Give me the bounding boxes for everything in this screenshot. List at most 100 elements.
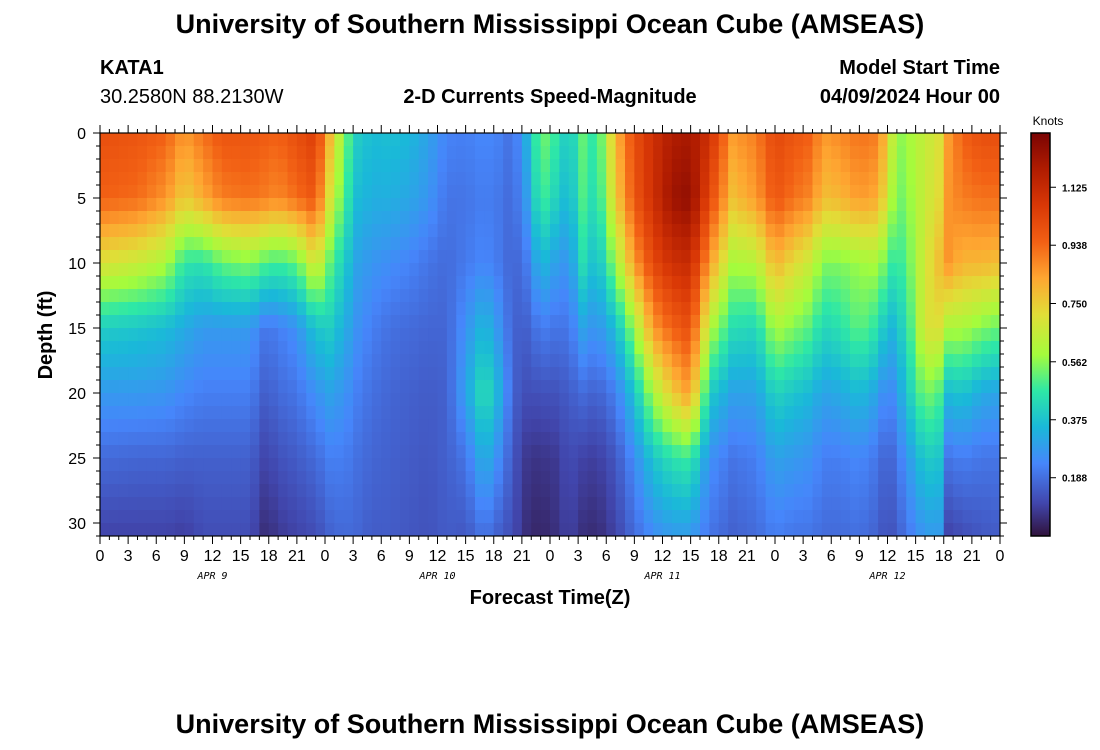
heatmap-cell [868, 315, 879, 329]
heatmap-cell [146, 289, 157, 303]
heatmap-cell [156, 497, 167, 511]
heatmap-cell [137, 380, 148, 394]
heatmap-cell [278, 354, 289, 368]
heatmap-cell [212, 354, 223, 368]
heatmap-cell [775, 172, 785, 186]
heatmap-cell [615, 289, 626, 303]
heatmap-cell [371, 419, 382, 433]
heatmap-cell [193, 484, 204, 498]
heatmap-cell [718, 302, 729, 316]
heatmap-cell [840, 328, 851, 342]
heatmap-cell [137, 159, 148, 173]
heatmap-cell [793, 211, 804, 225]
heatmap-cell [568, 471, 579, 485]
heatmap-cell [503, 133, 514, 147]
heatmap-cell [250, 146, 260, 160]
heatmap-cell [821, 419, 832, 433]
heatmap-cell [934, 458, 945, 472]
heatmap-cell [653, 237, 664, 251]
heatmap-cell [109, 211, 120, 225]
heatmap-cell [446, 315, 457, 329]
heatmap-cell [737, 185, 748, 199]
heatmap-cell [521, 315, 532, 329]
heatmap-cell [409, 263, 420, 277]
heatmap-cell [803, 211, 814, 225]
heatmap-cell [475, 406, 485, 420]
heatmap-cell [784, 458, 795, 472]
heatmap-cell [493, 315, 504, 329]
heatmap-cell [906, 432, 917, 446]
heatmap-cell [400, 289, 410, 303]
heatmap-cell [559, 354, 570, 368]
heatmap-cell [737, 172, 748, 186]
heatmap-cell [400, 159, 410, 173]
heatmap-cell [221, 211, 232, 225]
heatmap-cell [212, 406, 223, 420]
heatmap-cell [165, 172, 176, 186]
heatmap-cell [634, 315, 645, 329]
heatmap-cell [662, 406, 673, 420]
heatmap-cell [100, 224, 110, 238]
heatmap-cell [437, 250, 448, 264]
heatmap-cell [859, 250, 870, 264]
heatmap-cell [709, 133, 720, 147]
heatmap-cell [212, 432, 223, 446]
heatmap-cell [231, 172, 242, 186]
heatmap-cell [240, 172, 251, 186]
heatmap-cell [184, 510, 195, 524]
heatmap-cell [606, 224, 617, 238]
heatmap-cell [915, 198, 926, 212]
heatmap-cell [962, 198, 973, 212]
heatmap-cell [184, 445, 195, 459]
heatmap-cell [250, 328, 260, 342]
heatmap-cell [746, 523, 757, 536]
heatmap-cell [212, 328, 223, 342]
heatmap-cell [784, 445, 795, 459]
heatmap-cell [118, 224, 129, 238]
heatmap-cell [475, 250, 485, 264]
heatmap-cell [906, 445, 917, 459]
heatmap-cell [334, 133, 345, 147]
heatmap-cell [465, 497, 476, 511]
heatmap-cell [240, 380, 251, 394]
heatmap-cell [118, 146, 129, 160]
heatmap-cell [878, 172, 889, 186]
heatmap-cell [718, 445, 729, 459]
heatmap-cell [475, 510, 485, 524]
heatmap-cell [409, 510, 420, 524]
heatmap-cell [137, 211, 148, 225]
heatmap-cell [118, 354, 129, 368]
heatmap-cell [550, 497, 560, 511]
heatmap-cell [456, 354, 467, 368]
heatmap-cell [287, 211, 298, 225]
heatmap-cell [943, 393, 954, 407]
heatmap-cell [203, 393, 214, 407]
heatmap-cell [306, 224, 317, 238]
heatmap-cell [671, 328, 682, 342]
heatmap-cell [840, 276, 851, 290]
heatmap-cell [268, 276, 279, 290]
heatmap-cell [343, 237, 354, 251]
heatmap-cell [568, 211, 579, 225]
heatmap-cell [709, 211, 720, 225]
heatmap-cell [962, 211, 973, 225]
heatmap-cell [540, 198, 551, 212]
heatmap-cell [362, 523, 373, 536]
heatmap-cell [868, 458, 879, 472]
heatmap-cell [840, 497, 851, 511]
heatmap-cell [971, 484, 982, 498]
heatmap-cell [925, 380, 935, 394]
heatmap-cell [390, 198, 401, 212]
heatmap-cell [409, 198, 420, 212]
heatmap-cell [784, 302, 795, 316]
heatmap-cell [981, 393, 992, 407]
heatmap-cell [831, 133, 842, 147]
heatmap-cell [446, 185, 457, 199]
heatmap-cell [493, 224, 504, 238]
heatmap-cell [896, 510, 907, 524]
heatmap-cell [625, 341, 635, 355]
heatmap-cell [175, 471, 185, 485]
heatmap-cell [484, 133, 495, 147]
heatmap-cell [240, 471, 251, 485]
heatmap-cell [475, 172, 485, 186]
